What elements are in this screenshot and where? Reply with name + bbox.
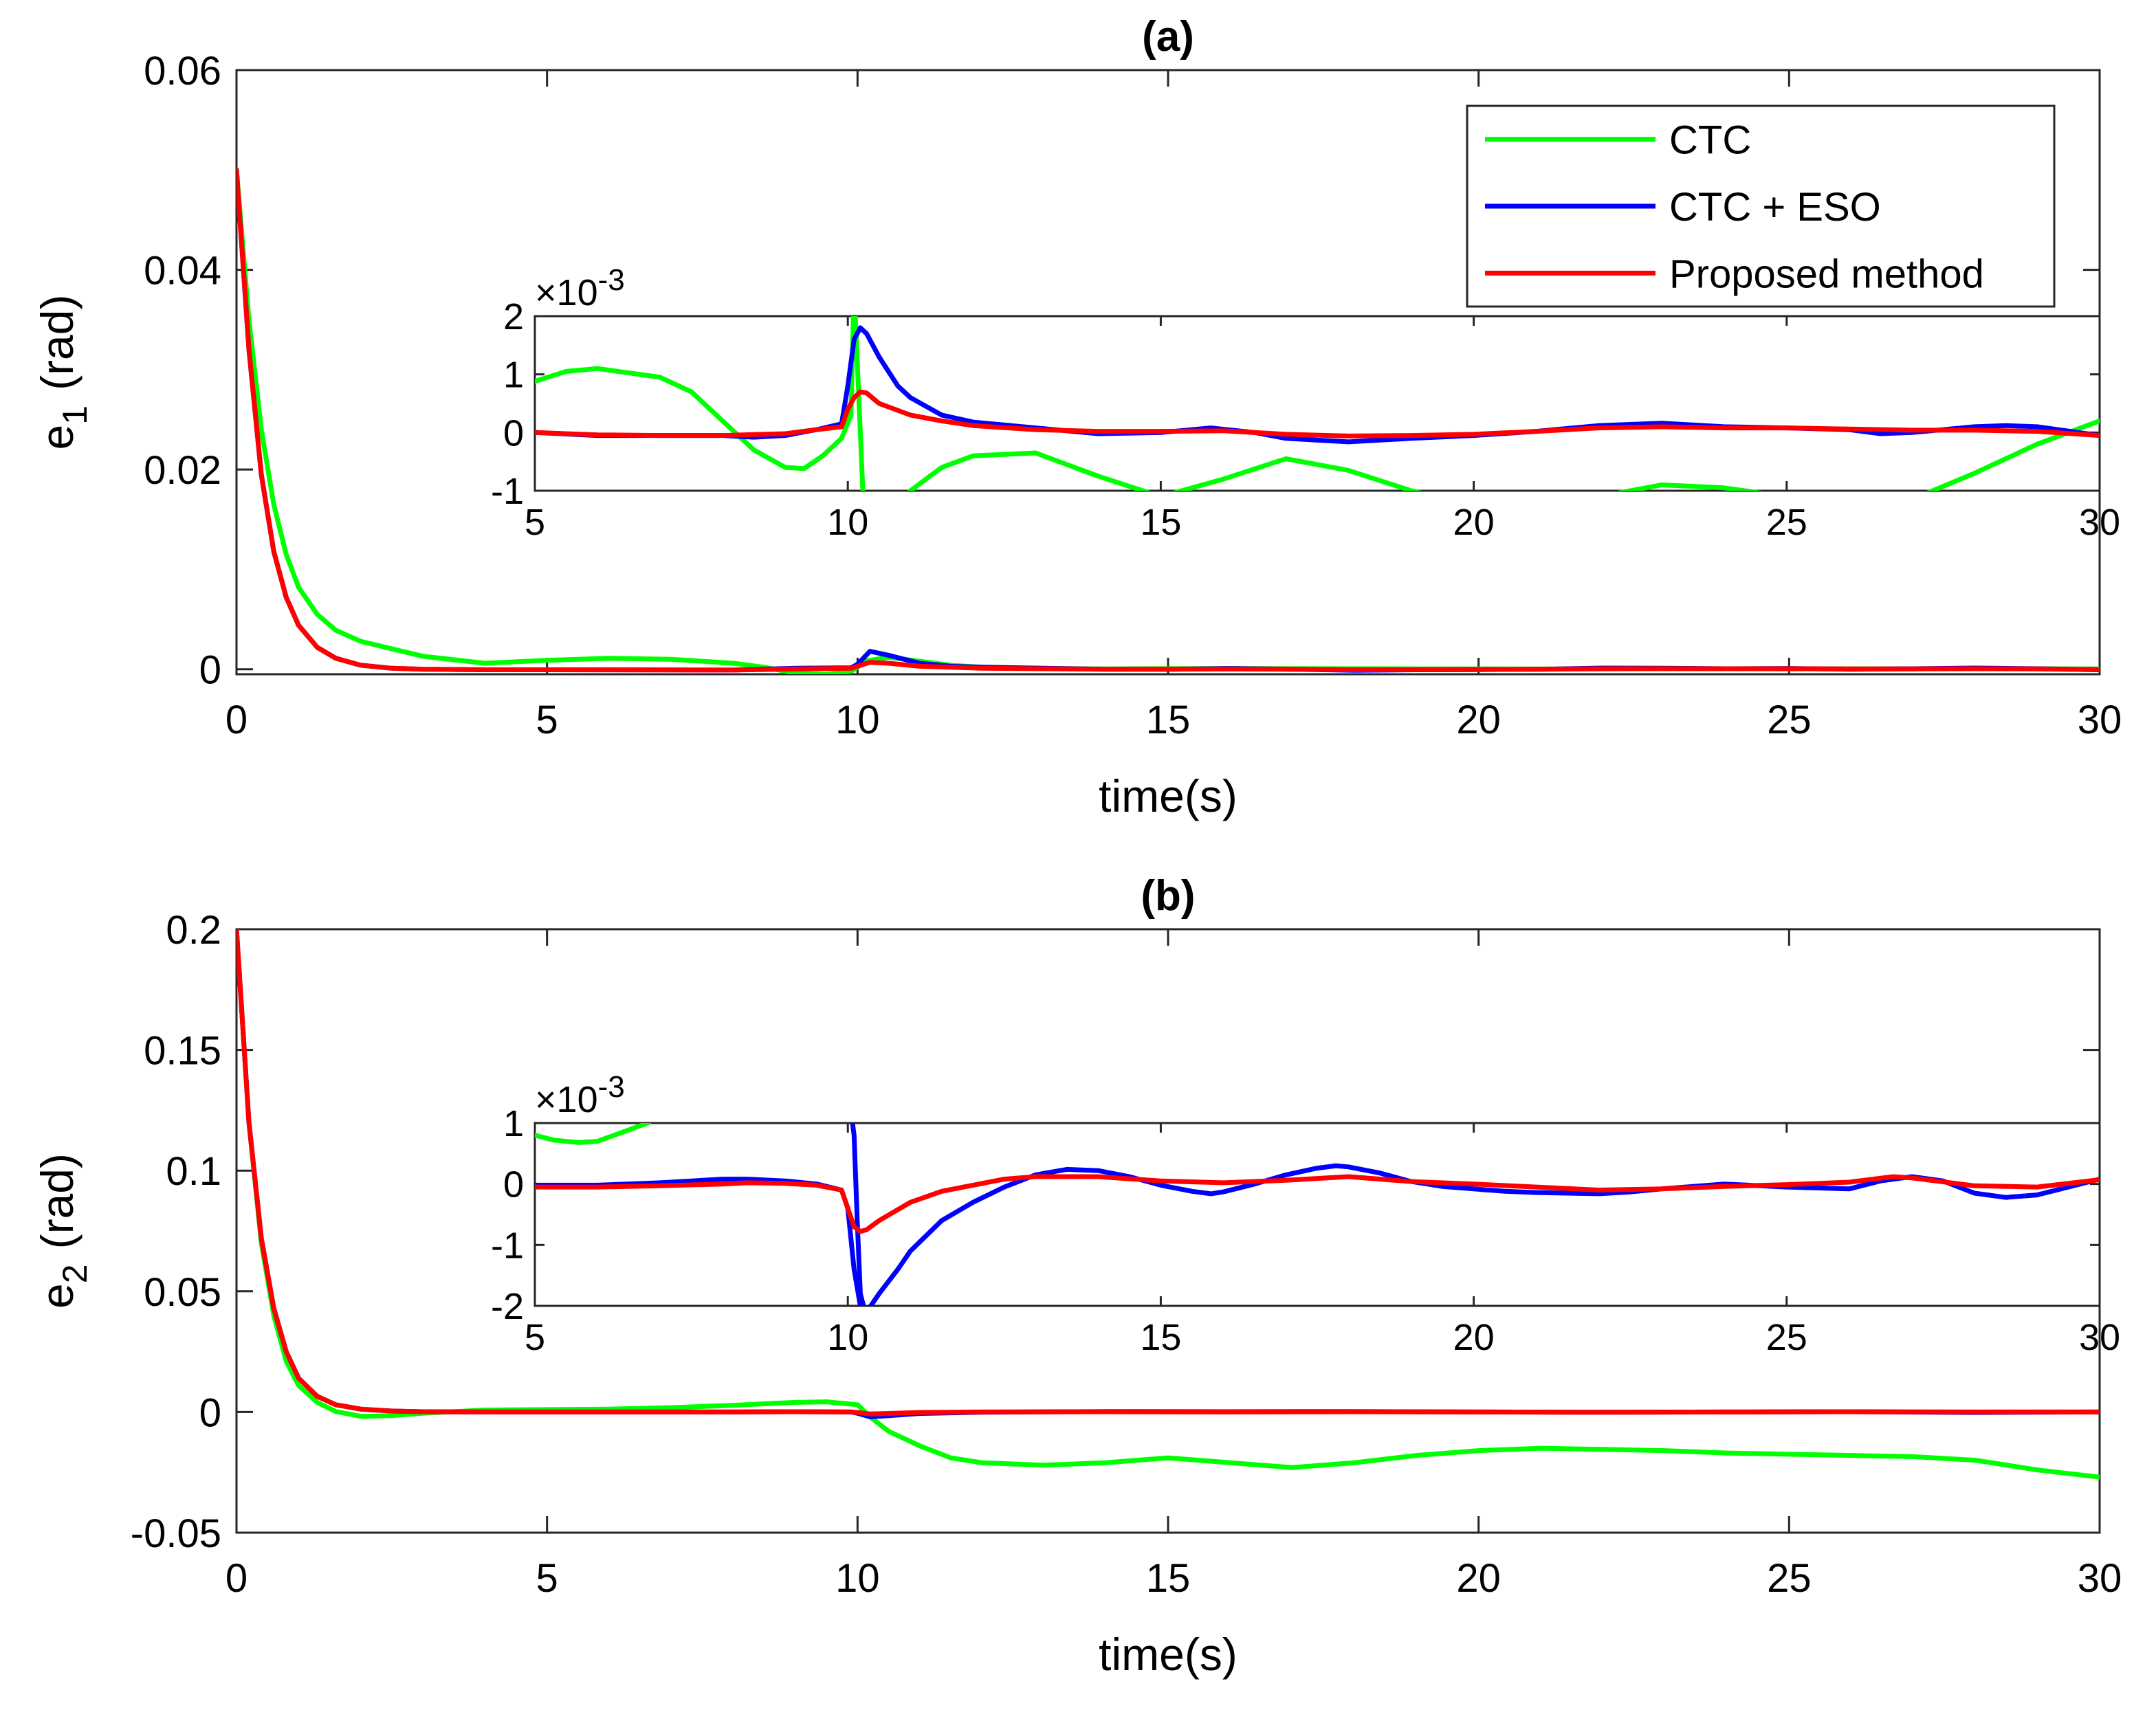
panel-a-axis-xtick-label: 20 [1456,698,1501,742]
panel-a-legend: CTC CTC + ESO Proposed method [1466,104,2056,308]
panel-b-inset-axis-xtick-label: 25 [1766,1317,1807,1358]
panel-b-axis-xtick-label: 30 [2078,1556,2122,1601]
panel-b-axis-xtick-label: 20 [1456,1556,1501,1601]
ylabel-unit: (rad) [32,295,82,390]
panel-a-axis-ytick-label: 0.04 [144,249,221,293]
panel-b-inset-axis-frame [534,1122,2101,1307]
panel-a-axis-ytick-label: 0.06 [144,49,221,93]
panel-b-axis-ytick-label: 0.15 [144,1029,221,1074]
panel-a-axis-ytick-label: 0.02 [144,448,221,493]
panel-b-axis-ytick-label: 0.05 [144,1270,221,1315]
panel-b-inset-axis-xtick-label: 10 [827,1317,868,1358]
panel-a-ylabel: e1 (rad) [32,295,94,450]
panel-b-inset-axis-xtick-label: 15 [1140,1317,1181,1358]
panel-b-inset-axis-ytick-label: 0 [503,1164,524,1206]
panel-a-inset-series-proposed-method [535,389,2100,438]
panel-a-title: (a) [1142,13,1194,60]
panel-a-series-proposed-method [236,167,2100,673]
panel-a-inset: 5 10 15 20 25 30 -1 0 1 2 ×10-3 [491,263,2120,543]
panel-a-inset-axis-xtick-label: 5 [525,502,545,543]
panel-a-inset-axis-xtick-label: 25 [1766,502,1807,543]
panel-b-inset-axis-xtick-label: 30 [2079,1317,2120,1358]
panel-a: 0 5 10 15 20 25 3000.020.040.06(a)time(s)e1(ra… [32,13,2122,821]
panel-a-inset-scale-factor: ×10-3 [535,263,625,313]
panel-b-inset-axis-ytick-label: -2 [491,1286,524,1327]
panel-b-axis-xtick-label: 0 [226,1556,248,1601]
panel-b-inset-axis-xtick-label: 5 [525,1317,545,1358]
panel-a-axis-xtick-label: 0 [226,698,248,742]
panel-b-ylabel: e2 (rad) [32,1153,94,1309]
panel-a-inset-axis-frame [534,315,2101,492]
panel-a-axis-ytick-label: 0 [199,648,221,693]
ylabel-unit: (rad) [32,1153,82,1249]
panel-a-xlabel: time(s) [1099,770,1238,821]
panel-b-inset: 5 10 15 20 25 30 -2 -1 0 1 ×10-3 [491,1070,2120,1358]
panel-b-axis-xtick-label: 5 [536,1556,558,1601]
panel-b-inset-axis-ytick-label: -1 [491,1225,524,1266]
panel-a-inset-axis-xtick-label: 15 [1140,502,1181,543]
legend-label-ctc: CTC [1669,118,1751,163]
panel-b-series-ctc [236,929,2100,1480]
panel-a-axis-xtick-label: 10 [835,698,880,742]
panel-b-inset-axis-ytick-label: 1 [503,1103,524,1144]
legend-label-proposed-method: Proposed method [1669,252,1984,296]
panel-a-axis-xtick-label: 30 [2078,698,2122,742]
panel-a-axis-xtick-label: 5 [536,698,558,742]
panel-b: 0 5 10 15 20 25 30-0.0500.050.10.150.2(b)time(… [32,872,2122,1680]
panel-a-axis-xtick-label: 25 [1767,698,1812,742]
panel-a-inset-axis-ytick-label: 1 [503,355,524,396]
panel-b-inset-series-ctc-eso [850,1123,866,1306]
panel-a-inset-series-ctc [535,316,2100,491]
panel-b-axis-ytick-label: -0.05 [131,1511,221,1556]
panel-a-axis-xtick-label: 15 [1146,698,1191,742]
panel-b-axis-ytick-label: 0.2 [166,908,221,953]
panel-b-inset-scale-factor: ×10-3 [535,1070,625,1120]
panel-b-xlabel: time(s) [1099,1629,1238,1680]
panel-a-inset-axis-ytick-label: 2 [503,296,524,337]
ylabel-subscript: 2 [56,1264,94,1283]
panel-a-inset-axis-xtick-label: 20 [1453,502,1495,543]
scale-base: ×10 [535,272,598,313]
panel-b-inset-series-proposed-method [535,1174,2100,1234]
panel-b-title: (b) [1141,872,1195,920]
panel-a-inset-axis-xtick-label: 10 [827,502,868,543]
panel-a-inset-axis-ytick-label: 0 [503,412,524,454]
scale-exponent: -3 [598,263,625,297]
ylabel-subscript: 1 [56,406,94,425]
panel-a-inset-axis-xtick-label: 30 [2079,502,2120,543]
ylabel-symbol: e [32,1283,82,1309]
panel-b-inset-series-ctc-eso [535,1163,2100,1306]
scale-base: ×10 [535,1079,598,1120]
panel-b-axis-xtick-label: 25 [1767,1556,1812,1601]
panel-a-inset-axis-ytick-label: -1 [491,471,524,512]
scale-exponent: -3 [598,1070,625,1104]
panel-b-inset-series-ctc [535,1123,651,1145]
ylabel-symbol: e [32,425,82,450]
panel-b-inset-axis-xtick-label: 20 [1453,1317,1495,1358]
panel-b-axis-xtick-label: 10 [835,1556,880,1601]
panel-b-series-proposed-method [236,929,2100,1417]
legend-label-ctc-eso: CTC + ESO [1669,185,1881,230]
panel-b-axis-ytick-label: 0.1 [166,1149,221,1194]
panel-b-axis-ytick-label: 0 [199,1390,221,1435]
panel-b-axis-xtick-label: 15 [1146,1556,1191,1601]
